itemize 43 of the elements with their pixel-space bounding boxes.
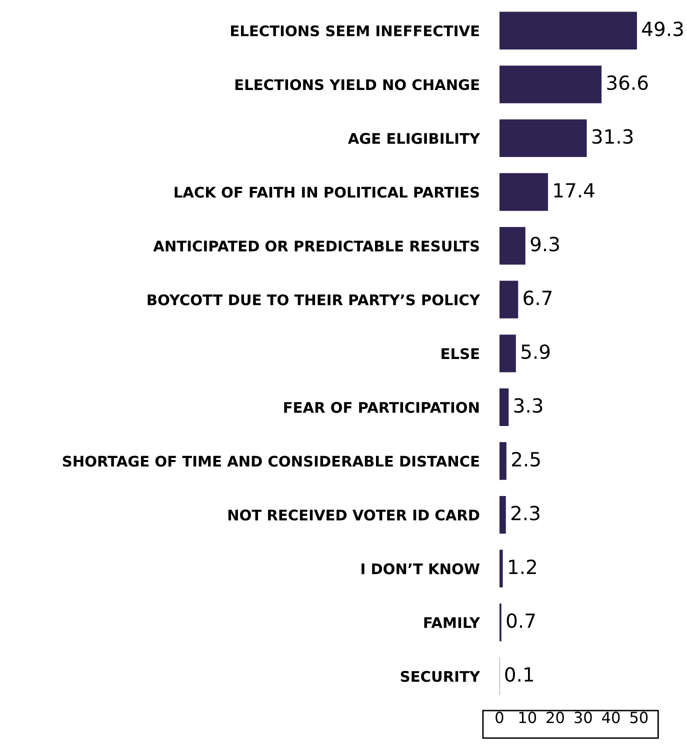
bar bbox=[499, 119, 587, 158]
data-label: 2.5 bbox=[512, 452, 540, 467]
data-label: 6.7 bbox=[524, 290, 552, 306]
y-tick-label: ELECTIONS SEEM INEFFECTIVE bbox=[231, 25, 479, 36]
y-tick-label: I DON’T KNOW bbox=[362, 563, 480, 574]
y-tick-label: AGE ELIGIBILITY bbox=[348, 132, 480, 144]
bar bbox=[499, 173, 548, 211]
data-label: 36.6 bbox=[607, 75, 648, 90]
y-tick-label: NOT RECEIVED VOTER ID CARD bbox=[228, 510, 480, 521]
y-tick-label: FAMILY bbox=[424, 617, 480, 628]
bar bbox=[499, 496, 506, 534]
data-label: 0.7 bbox=[506, 613, 535, 628]
bar bbox=[499, 66, 602, 104]
y-tick-label: SHORTAGE OF TIME AND CONSIDERABLE DISTANCE bbox=[62, 456, 479, 467]
bar bbox=[499, 388, 509, 426]
y-tick-label: LACK OF FAITH IN POLITICAL PARTIES bbox=[174, 186, 479, 198]
bar bbox=[499, 226, 526, 265]
data-label: 3.3 bbox=[514, 398, 542, 413]
data-label: 5.9 bbox=[522, 344, 550, 360]
data-label: 1.2 bbox=[509, 560, 536, 574]
y-tick-label: ELSE bbox=[442, 348, 479, 360]
bar bbox=[499, 280, 518, 318]
y-tick-label: SECURITY bbox=[400, 670, 480, 682]
x-tick-label: 40 bbox=[602, 712, 620, 724]
bar bbox=[499, 550, 503, 588]
y-tick-label: ANTICIPATED OR PREDICTABLE RESULTS bbox=[153, 240, 479, 252]
x-tick-label: 50 bbox=[630, 712, 648, 724]
data-label: 49.3 bbox=[642, 22, 683, 36]
data-label: 2.3 bbox=[511, 506, 540, 520]
y-tick-label: BOYCOTT DUE TO THEIR PARTY’S POLICY bbox=[148, 294, 480, 306]
bar bbox=[499, 334, 516, 372]
y-tick-label: FEAR OF PARTICIPATION bbox=[284, 402, 479, 413]
bar bbox=[499, 442, 506, 480]
data-label: 0.1 bbox=[505, 667, 534, 682]
data-label: 31.3 bbox=[592, 129, 633, 144]
data-label: 9.3 bbox=[530, 236, 559, 252]
data-label: 17.4 bbox=[554, 183, 594, 198]
bar bbox=[499, 12, 637, 50]
x-tick-label: 10 bbox=[519, 712, 536, 724]
x-tick-label: 30 bbox=[574, 712, 592, 724]
y-tick-label: ELECTIONS YIELD NO CHANGE bbox=[235, 79, 479, 90]
x-tick-label: 0 bbox=[496, 712, 504, 724]
x-tick-label: 20 bbox=[546, 712, 564, 724]
